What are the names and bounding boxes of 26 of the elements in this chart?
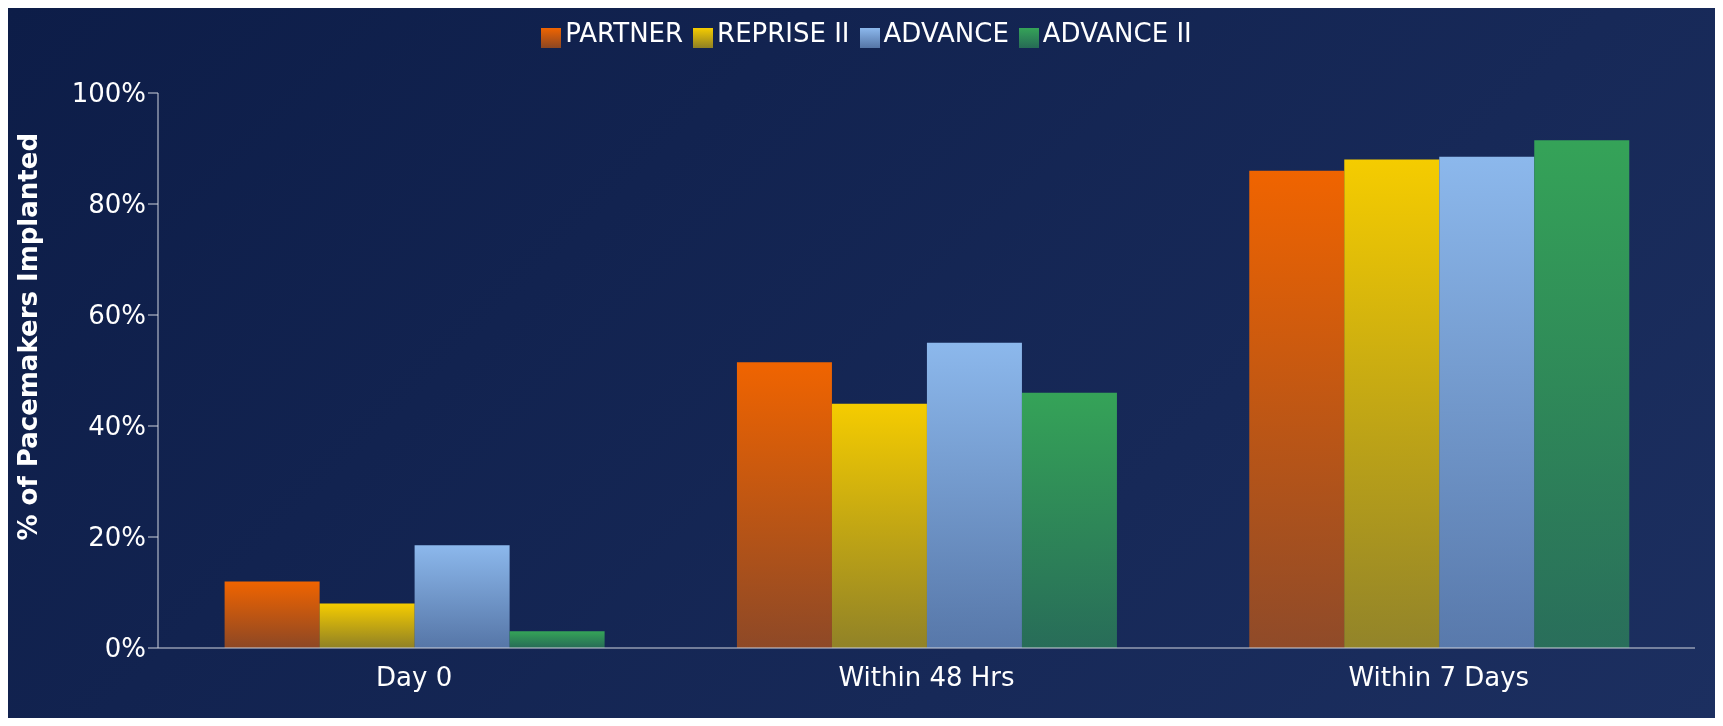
y-tick-label: 80% bbox=[88, 189, 146, 220]
legend-label: PARTNER bbox=[565, 18, 684, 48]
bar bbox=[736, 362, 832, 648]
bar bbox=[414, 545, 510, 648]
bar bbox=[1534, 140, 1630, 648]
bar bbox=[509, 631, 605, 648]
x-tick-label: Day 0 bbox=[376, 662, 453, 693]
bar bbox=[831, 403, 927, 648]
legend-label: ADVANCE II bbox=[1042, 18, 1192, 48]
bar bbox=[1021, 392, 1117, 648]
x-tick-label: Within 48 Hrs bbox=[838, 662, 1015, 693]
y-tick-label: 60% bbox=[88, 300, 146, 331]
bar bbox=[1344, 159, 1440, 648]
y-tick-label: 0% bbox=[104, 633, 146, 664]
y-tick-label: 40% bbox=[88, 411, 146, 442]
bar bbox=[319, 603, 415, 648]
bar bbox=[224, 581, 320, 648]
y-tick-label: 100% bbox=[71, 78, 146, 109]
y-axis-title: % of Pacemakers Implanted bbox=[13, 132, 44, 541]
y-tick-label: 20% bbox=[88, 522, 146, 553]
legend-label: ADVANCE bbox=[883, 18, 1009, 48]
bar bbox=[1439, 156, 1535, 648]
x-tick-label: Within 7 Days bbox=[1348, 662, 1530, 693]
bar bbox=[1249, 170, 1345, 648]
legend-label: REPRISE II bbox=[717, 18, 850, 48]
bar bbox=[926, 342, 1022, 648]
